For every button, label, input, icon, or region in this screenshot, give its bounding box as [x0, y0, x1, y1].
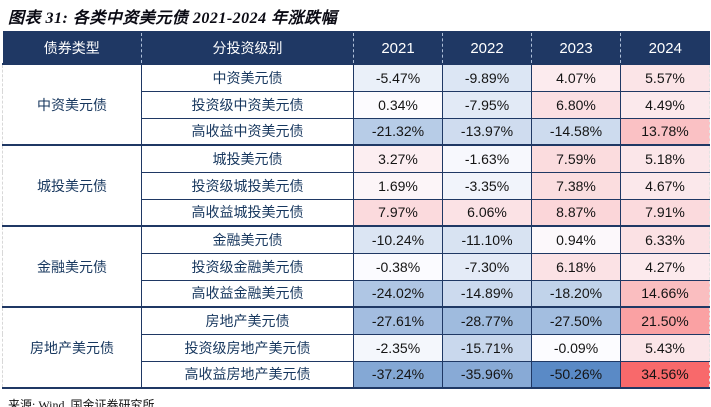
header-year-2021: 2021 — [353, 32, 443, 65]
value-cell: 13.78% — [620, 117, 710, 146]
row-label-cell: 投资级城投美元债 — [141, 171, 354, 200]
table-row: 投资级房地产美元债 -2.35% -15.71% -0.09% 5.43% — [3, 333, 710, 362]
row-label-cell: 高收益金融美元债 — [141, 279, 354, 308]
value-cell: -1.63% — [442, 144, 532, 173]
value-cell: 4.07% — [531, 63, 621, 92]
row-label-cell: 城投美元债 — [141, 144, 354, 173]
value-cell: -24.02% — [353, 279, 443, 308]
value-cell: -14.58% — [531, 117, 621, 146]
value-cell: 4.67% — [620, 171, 710, 200]
value-cell: 7.38% — [531, 171, 621, 200]
table-row: 高收益中资美元债 -21.32% -13.97% -14.58% 13.78% — [3, 117, 710, 146]
value-cell: -2.35% — [353, 333, 443, 362]
value-cell: -11.10% — [442, 225, 532, 254]
value-cell: 14.66% — [620, 279, 710, 308]
value-cell: -7.30% — [442, 252, 532, 281]
table-header-row: 债券类型 分投资级别 2021 2022 2023 2024 — [2, 32, 710, 65]
value-cell: -3.35% — [442, 171, 532, 200]
group-cell: 中资美元债 — [2, 63, 142, 145]
value-cell: -21.32% — [353, 117, 443, 146]
value-cell: -28.77% — [442, 306, 532, 335]
row-label-cell: 房地产美元债 — [141, 306, 354, 335]
value-cell: -7.95% — [442, 90, 532, 119]
value-cell: 4.49% — [620, 90, 710, 119]
value-cell: -18.20% — [531, 279, 621, 308]
group-cell: 房地产美元债 — [2, 306, 142, 388]
row-label-cell: 金融美元债 — [141, 225, 354, 254]
value-cell: 21.50% — [620, 306, 710, 335]
row-label-cell: 投资级房地产美元债 — [141, 333, 354, 362]
value-cell: 5.43% — [620, 333, 710, 362]
value-cell: 4.27% — [620, 252, 710, 281]
value-cell: -10.24% — [353, 225, 443, 254]
header-year-2022: 2022 — [442, 32, 532, 65]
value-cell: -13.97% — [442, 117, 532, 146]
bond-returns-table: 债券类型 分投资级别 2021 2022 2023 2024 中资美元债 中资美元… — [2, 31, 710, 389]
table-row: 投资级城投美元债 1.69% -3.35% 7.38% 4.67% — [3, 171, 710, 200]
value-cell: 0.34% — [353, 90, 443, 119]
table-row: 高收益金融美元债 -24.02% -14.89% -18.20% 14.66% — [3, 279, 710, 308]
source-note: 来源: Wind, 国金证券研究所 — [8, 398, 155, 407]
value-cell: -9.89% — [442, 63, 532, 92]
table-row: 房地产美元债 房地产美元债 -27.61% -28.77% -27.50% 21.50% — [2, 306, 710, 388]
value-cell: -5.47% — [353, 63, 443, 92]
value-cell: 6.80% — [531, 90, 621, 119]
value-cell: -27.50% — [531, 306, 621, 335]
row-label-cell: 高收益中资美元债 — [141, 117, 354, 146]
value-cell: -37.24% — [353, 360, 443, 389]
table-row: 投资级金融美元债 -0.38% -7.30% 6.18% 4.27% — [3, 252, 710, 281]
row-label-cell: 投资级金融美元债 — [141, 252, 354, 281]
value-cell: -27.61% — [353, 306, 443, 335]
header-bond-type: 债券类型 — [2, 32, 142, 65]
value-cell: 3.27% — [353, 144, 443, 173]
row-label-cell: 中资美元债 — [141, 63, 354, 92]
table-row: 城投美元债 城投美元债 3.27% -1.63% 7.59% 5.18% — [2, 144, 710, 226]
value-cell: 5.18% — [620, 144, 710, 173]
value-cell: 6.33% — [620, 225, 710, 254]
value-cell: 8.87% — [531, 198, 621, 227]
header-year-2023: 2023 — [531, 32, 621, 65]
value-cell: -15.71% — [442, 333, 532, 362]
value-cell: -50.26% — [531, 360, 621, 389]
value-cell: -0.09% — [531, 333, 621, 362]
row-label-cell: 高收益房地产美元债 — [141, 360, 354, 389]
value-cell: 1.69% — [353, 171, 443, 200]
header-rating-level: 分投资级别 — [141, 32, 354, 65]
table-row: 高收益房地产美元债 -37.24% -35.96% -50.26% 34.56% — [3, 360, 710, 389]
value-cell: -0.38% — [353, 252, 443, 281]
row-label-cell: 高收益城投美元债 — [141, 198, 354, 227]
value-cell: 7.59% — [531, 144, 621, 173]
group-cell: 金融美元债 — [2, 225, 142, 307]
figure-title: 图表 31: 各类中资美元债 2021-2024 年涨跌幅 — [8, 10, 338, 27]
value-cell: 5.57% — [620, 63, 710, 92]
value-cell: 7.97% — [353, 198, 443, 227]
value-cell: 0.94% — [531, 225, 621, 254]
value-cell: 34.56% — [620, 360, 710, 389]
value-cell: -14.89% — [442, 279, 532, 308]
value-cell: 6.06% — [442, 198, 532, 227]
table-row: 中资美元债 中资美元债 -5.47% -9.89% 4.07% 5.57% — [2, 63, 710, 145]
value-cell: -35.96% — [442, 360, 532, 389]
header-year-2024: 2024 — [620, 32, 710, 65]
row-label-cell: 投资级中资美元债 — [141, 90, 354, 119]
table-row: 金融美元债 金融美元债 -10.24% -11.10% 0.94% 6.33% — [2, 225, 710, 307]
group-cell: 城投美元债 — [2, 144, 142, 226]
value-cell: 6.18% — [531, 252, 621, 281]
value-cell: 7.91% — [620, 198, 710, 227]
